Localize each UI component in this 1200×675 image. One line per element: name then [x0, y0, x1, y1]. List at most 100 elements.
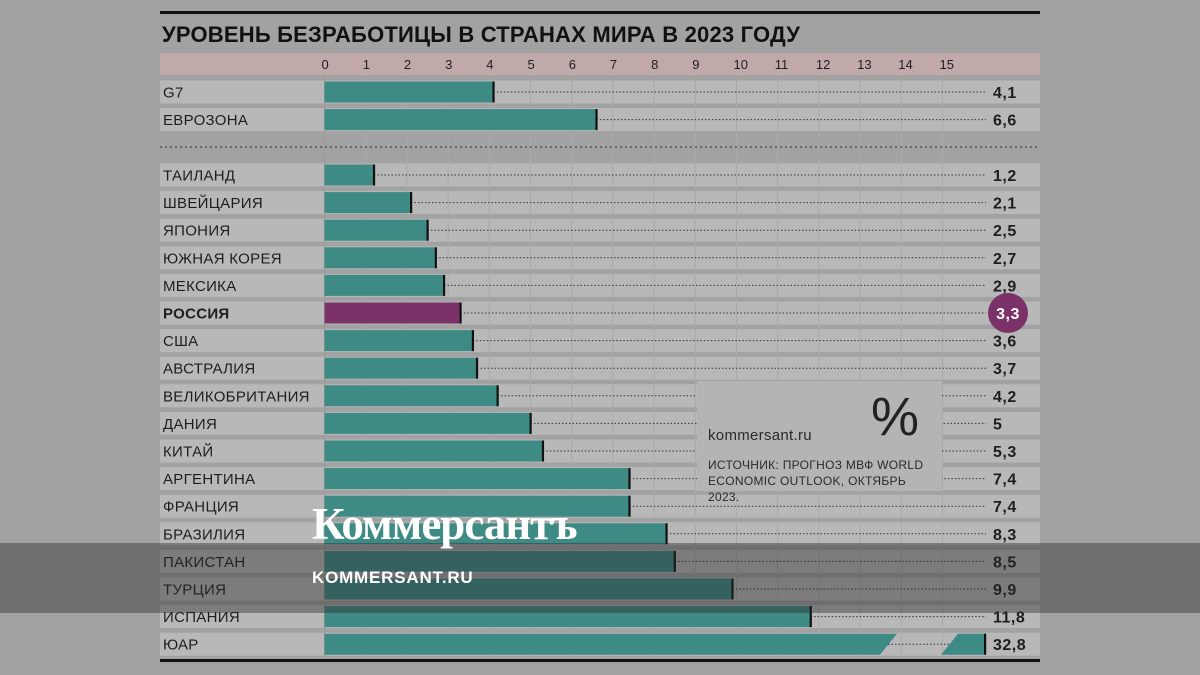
bar-label: РОССИЯ	[163, 306, 230, 323]
bar	[324, 219, 428, 241]
data-label: 2,9	[993, 278, 1017, 295]
x-tick-label: 4	[486, 57, 493, 72]
bar-label: КИТАЙ	[163, 443, 213, 461]
bar-label: АВСТРАЛИЯ	[163, 361, 256, 378]
bar-end-tick	[410, 192, 413, 214]
bar-end-tick	[541, 440, 545, 462]
bar	[324, 192, 412, 214]
data-label: 3,7	[993, 361, 1017, 378]
bar	[324, 523, 667, 545]
bar	[324, 412, 531, 434]
source-text: ИСТОЧНИК: ПРОГНОЗ МВФ WORLD ECONOMIC OUT…	[708, 458, 924, 504]
data-label: 9,9	[993, 582, 1017, 599]
axis-band	[160, 53, 1040, 75]
x-tick-label: 12	[816, 57, 830, 72]
bar-label: МЕКСИКА	[163, 278, 237, 295]
x-tick-label: 0	[322, 57, 329, 72]
x-tick-label: 15	[940, 57, 954, 72]
data-label: 5,3	[993, 444, 1017, 461]
source-site: kommersant.ru	[708, 427, 812, 444]
data-label: 3,3	[996, 306, 1020, 323]
row-band	[160, 301, 1040, 325]
x-tick-label: 5	[528, 57, 535, 72]
bar	[324, 633, 897, 655]
bar-end-tick	[372, 164, 376, 186]
bar-end-tick	[529, 412, 532, 434]
bar-label: БРАЗИЛИЯ	[163, 526, 245, 543]
bottom-rule	[160, 659, 1040, 662]
bar-label: ЕВРОЗОНА	[163, 112, 248, 129]
x-tick-label: 7	[610, 57, 617, 72]
x-tick-label: 1	[363, 57, 370, 72]
x-tick-label: 14	[898, 57, 912, 72]
bar	[324, 274, 444, 296]
bar-label: ТУРЦИЯ	[163, 582, 226, 599]
bar-end-tick	[673, 550, 676, 572]
watermark-band	[0, 543, 1200, 613]
data-label: 2,7	[993, 251, 1017, 268]
x-tick-label: 6	[569, 57, 576, 72]
data-label: 1,2	[993, 168, 1017, 185]
data-label: 5	[993, 416, 1002, 433]
x-tick-label: 8	[651, 57, 658, 72]
bar-end-tick	[471, 330, 475, 352]
x-tick-label: 10	[734, 57, 748, 72]
bar-label: ДАНИЯ	[163, 416, 217, 433]
bar-end-tick	[665, 523, 668, 545]
bar-end-tick	[434, 247, 437, 269]
bar	[324, 385, 498, 407]
bar-end-tick	[809, 606, 812, 628]
highlight-badge	[988, 293, 1028, 333]
bar-label: ЯПОНИЯ	[163, 223, 231, 240]
bar-label: G7	[163, 85, 184, 102]
row-band	[160, 80, 1040, 104]
bar-end-tick	[984, 633, 987, 655]
bar-label: ЮАР	[163, 637, 199, 654]
bar-label: ШВЕЙЦАРИЯ	[163, 194, 263, 212]
data-label: 3,6	[993, 334, 1017, 351]
bar-end-tick	[475, 357, 479, 379]
bar-end-tick	[628, 468, 631, 490]
bar	[324, 578, 733, 600]
bar	[324, 247, 436, 269]
x-tick-label: 11	[775, 57, 789, 72]
bar-label: ТАИЛАНД	[163, 168, 235, 185]
chart-title: УРОВЕНЬ БЕЗРАБОТИЦЫ В СТРАНАХ МИРА В 202…	[162, 22, 800, 47]
bar-end-tick	[442, 274, 446, 296]
data-label: 7,4	[993, 472, 1017, 489]
bar	[324, 440, 543, 462]
x-tick-label: 13	[857, 57, 871, 72]
bar-end-tick	[595, 109, 598, 131]
row-band	[160, 273, 1040, 297]
bar-end-tick	[459, 302, 462, 324]
data-label: 32,8	[993, 637, 1026, 654]
data-label: 8,5	[993, 554, 1017, 571]
bar-label: ФРАНЦИЯ	[163, 499, 239, 516]
watermark-logo: Коммерсантъ	[312, 499, 578, 549]
bar-end-tick	[492, 81, 495, 103]
bar	[324, 330, 473, 352]
bar-label: ВЕЛИКОБРИТАНИЯ	[163, 388, 310, 405]
bar-label: ЮЖНАЯ КОРЕЯ	[163, 250, 282, 267]
row-band	[160, 163, 1040, 187]
row-band	[160, 191, 1040, 215]
bar	[324, 550, 675, 572]
data-label: 4,1	[993, 85, 1017, 102]
top-rule	[160, 11, 1040, 14]
bar	[324, 109, 597, 131]
bar	[324, 468, 630, 490]
bar	[324, 302, 461, 324]
x-tick-label: 3	[445, 57, 452, 72]
data-label: 7,4	[993, 499, 1017, 516]
bar-label: АРГЕНТИНА	[163, 471, 255, 488]
bar-label: США	[163, 333, 199, 350]
row-band	[160, 246, 1040, 270]
bar	[324, 164, 374, 186]
bar-end-tick	[426, 219, 429, 241]
data-label: 4,2	[993, 389, 1017, 406]
bar-label: ПАКИСТАН	[163, 554, 246, 571]
data-label: 2,1	[993, 196, 1017, 213]
data-label: 6,6	[993, 113, 1017, 130]
bar	[324, 81, 494, 103]
